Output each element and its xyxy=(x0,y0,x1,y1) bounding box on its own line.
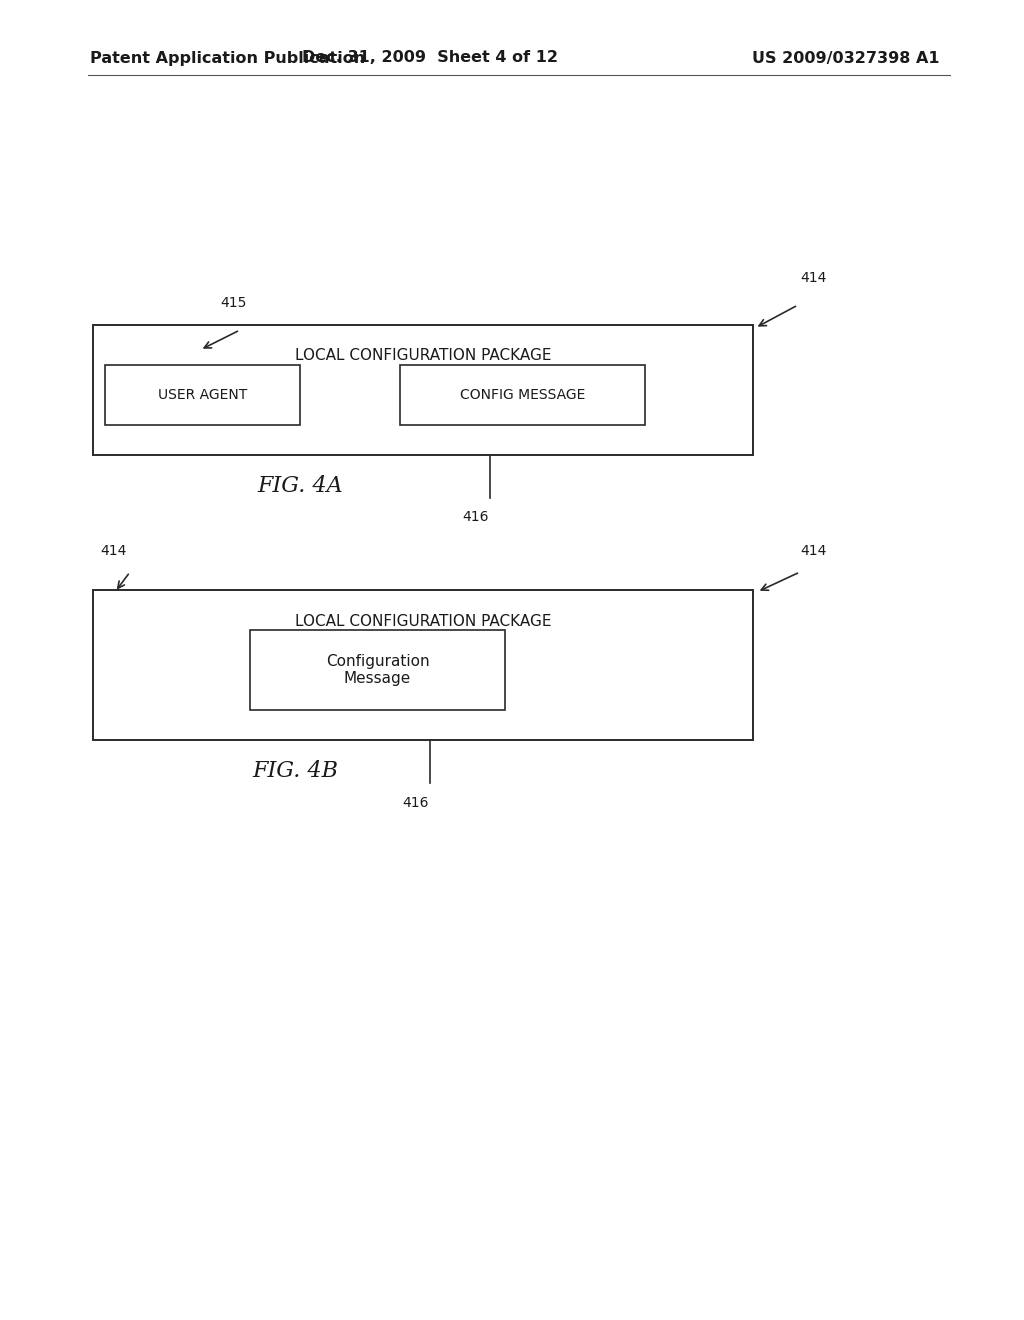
Text: FIG. 4B: FIG. 4B xyxy=(252,760,338,781)
Bar xyxy=(93,325,753,455)
Bar xyxy=(105,366,300,425)
Text: 416: 416 xyxy=(402,796,429,810)
Bar xyxy=(400,366,645,425)
Text: LOCAL CONFIGURATION PACKAGE: LOCAL CONFIGURATION PACKAGE xyxy=(295,615,551,630)
Bar xyxy=(93,590,753,741)
Text: Dec. 31, 2009  Sheet 4 of 12: Dec. 31, 2009 Sheet 4 of 12 xyxy=(302,50,558,66)
Text: 414: 414 xyxy=(100,544,126,558)
Text: Patent Application Publication: Patent Application Publication xyxy=(90,50,366,66)
Text: CONFIG MESSAGE: CONFIG MESSAGE xyxy=(460,388,585,403)
Text: 415: 415 xyxy=(220,296,247,310)
Text: LOCAL CONFIGURATION PACKAGE: LOCAL CONFIGURATION PACKAGE xyxy=(295,347,551,363)
Bar xyxy=(250,630,505,710)
Text: 414: 414 xyxy=(800,271,826,285)
Text: US 2009/0327398 A1: US 2009/0327398 A1 xyxy=(753,50,940,66)
Text: 416: 416 xyxy=(463,510,489,524)
Text: Configuration
Message: Configuration Message xyxy=(326,653,429,686)
Text: USER AGENT: USER AGENT xyxy=(158,388,247,403)
Text: FIG. 4A: FIG. 4A xyxy=(257,475,343,498)
Text: 414: 414 xyxy=(800,544,826,558)
